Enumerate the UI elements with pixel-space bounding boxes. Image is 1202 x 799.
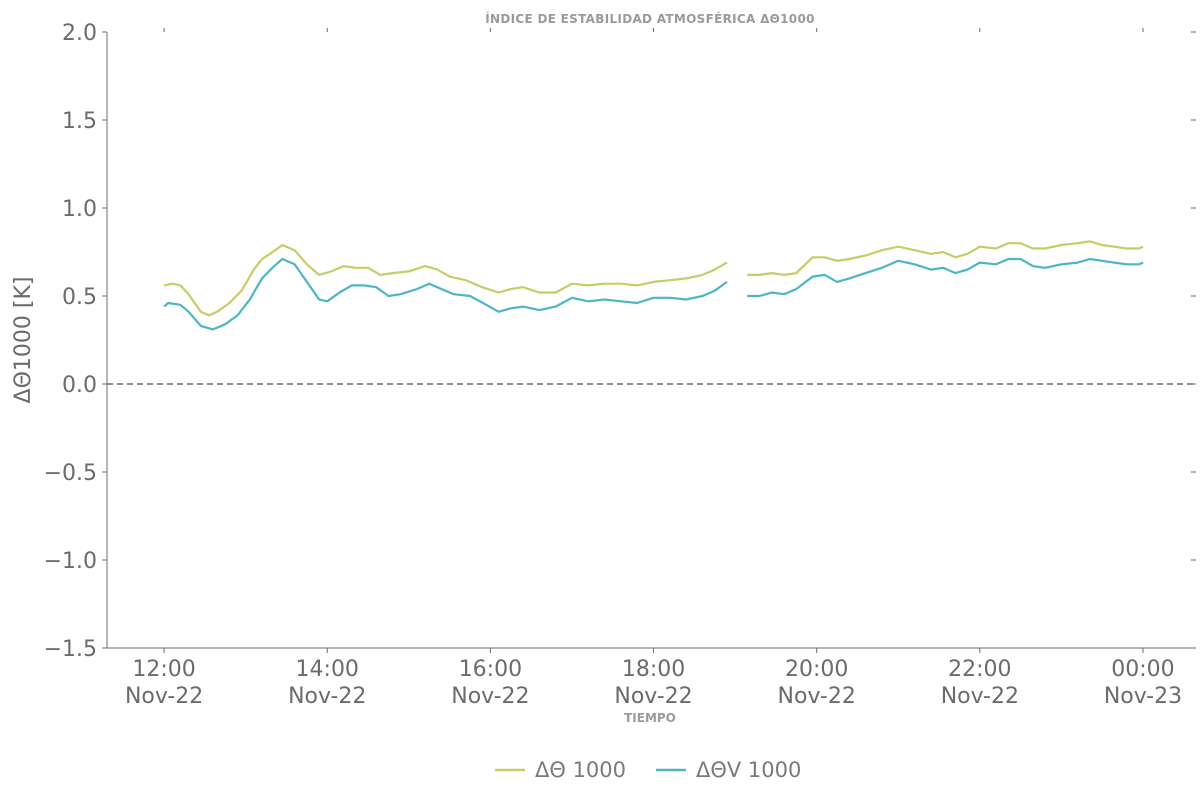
series-group [163, 240, 1144, 331]
y-tick-label: 0.5 [62, 285, 97, 310]
x-tick-label-date: Nov-22 [614, 684, 692, 709]
y-tick-label: 1.0 [62, 197, 97, 222]
x-tick-label-time: 16:00 [459, 657, 522, 682]
axes [106, 32, 1196, 649]
y-ticks: −1.5 −1.0 −0.5 0.0 0.5 1.0 1.5 2.0 [44, 21, 1196, 662]
legend-label-2: ΔΘV 1000 [696, 758, 801, 782]
chart-title: ÍNDICE DE ESTABILIDAD ATMOSFÉRICA ΔΘ1000 [485, 11, 815, 26]
legend: ΔΘ 1000 ΔΘV 1000 [495, 758, 801, 782]
series-line-1-segment-2 [747, 240, 1144, 276]
x-tick-label-date: Nov-22 [778, 684, 856, 709]
series-line-2-segment-2 [747, 257, 1144, 298]
y-tick-label: 2.0 [62, 21, 97, 46]
series-line-1-segment-1 [163, 243, 728, 317]
x-tick-label-time: 12:00 [132, 657, 195, 682]
y-tick-label: 1.5 [62, 109, 97, 134]
x-tick-label-date: Nov-22 [451, 684, 529, 709]
x-tick-label-time: 00:00 [1111, 657, 1174, 682]
y-tick-label: −1.0 [44, 549, 97, 574]
x-tick-label-time: 18:00 [622, 657, 685, 682]
y-tick-label: −1.5 [44, 637, 97, 662]
x-axis-label: TIEMPO [624, 711, 676, 725]
y-tick-label: 0.0 [62, 373, 97, 398]
y-tick-label: −0.5 [44, 461, 97, 486]
x-tick-label-date: Nov-23 [1104, 684, 1182, 709]
legend-label-1: ΔΘ 1000 [535, 758, 626, 782]
x-tick-label-time: 22:00 [948, 657, 1011, 682]
x-tick-label-time: 20:00 [785, 657, 848, 682]
x-ticks: 12:00Nov-2214:00Nov-2216:00Nov-2218:00No… [125, 28, 1182, 709]
series-line-2-segment-1 [163, 257, 728, 331]
y-axis-label: ΔΘ1000 [K] [11, 277, 36, 404]
x-tick-label-date: Nov-22 [288, 684, 366, 709]
x-tick-label-time: 14:00 [296, 657, 359, 682]
x-tick-label-date: Nov-22 [941, 684, 1019, 709]
x-tick-label-date: Nov-22 [125, 684, 203, 709]
